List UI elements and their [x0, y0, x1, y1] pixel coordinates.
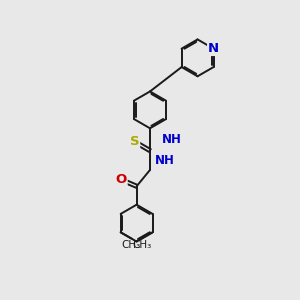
Text: CH₃: CH₃: [121, 240, 141, 250]
Text: NH: NH: [154, 154, 174, 167]
Text: N: N: [208, 42, 219, 55]
Text: CH₃: CH₃: [133, 240, 152, 250]
Text: O: O: [116, 173, 127, 186]
Text: NH: NH: [162, 133, 182, 146]
Text: S: S: [130, 135, 140, 148]
